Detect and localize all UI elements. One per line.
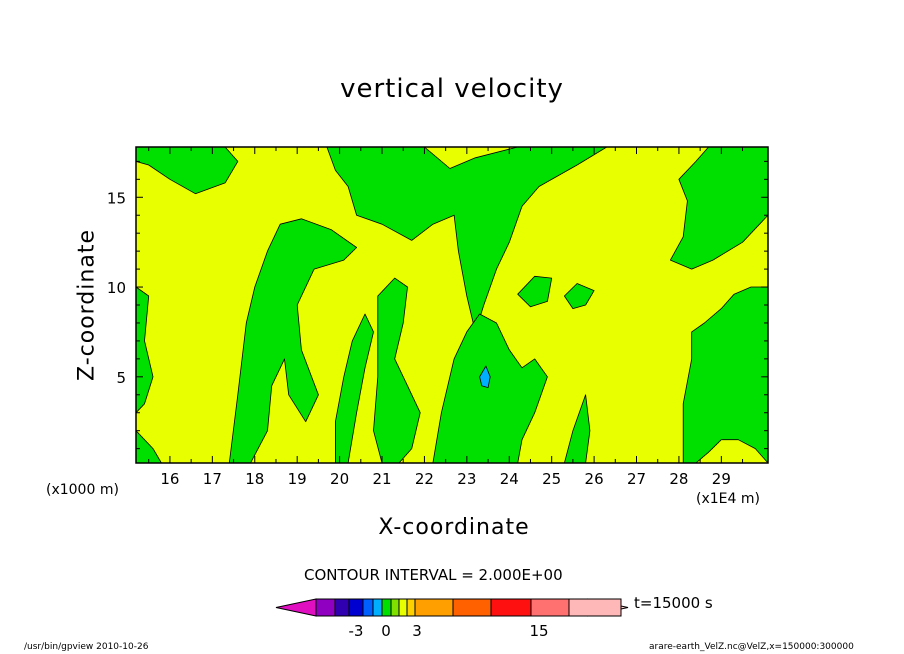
footer-left: /usr/bin/gpview 2010-10-26 [24, 642, 149, 652]
colorbar-bin-6 [390, 598, 400, 617]
contour-region-3 [136, 430, 162, 463]
x-unit-left: (x1000 m) [46, 482, 119, 498]
colorbar-bin-10 [452, 598, 492, 617]
x-tick-label: 26 [585, 470, 604, 488]
contour-region-0 [136, 147, 239, 195]
colorbar-label: 3 [412, 622, 422, 640]
x-tick-label: 28 [669, 470, 688, 488]
colorbar-bin-3 [362, 598, 374, 617]
colorbar-label: 0 [381, 622, 391, 640]
x-tick-label: 24 [500, 470, 519, 488]
y-tick-label: 10 [107, 279, 126, 297]
colorbar-bin-1 [334, 598, 350, 617]
contour-region-9 [517, 275, 553, 308]
contour-region-5 [334, 313, 374, 463]
x-tick-label: 17 [203, 470, 222, 488]
contour-interval-label: CONTOUR INTERVAL = 2.000E+00 [304, 566, 563, 584]
x-tick-label: 29 [712, 470, 731, 488]
updraft-region-0 [479, 365, 491, 389]
contour-region-8 [564, 394, 591, 463]
colorbar-label: -3 [349, 622, 364, 640]
contour-region-2 [136, 286, 154, 414]
x-tick-label: 27 [627, 470, 646, 488]
contour-region-10 [564, 283, 595, 310]
colorbar-bin-7 [398, 598, 408, 617]
y-tick-label: 15 [107, 189, 126, 207]
colorbar-bin-0 [315, 598, 336, 617]
colorbar-bin-4 [372, 598, 383, 617]
contour-region-12 [670, 147, 768, 270]
x-unit-right: (x1E4 m) [696, 491, 760, 507]
y-axis: 5 10 15 [107, 160, 768, 450]
colorbar: -3 0 3 15 [275, 598, 629, 640]
colorbar-bin-5 [381, 598, 392, 617]
x-tick-label: 20 [330, 470, 349, 488]
colorbar-label: 15 [529, 622, 548, 640]
time-label: t=15000 s [634, 594, 713, 612]
colorbar-bin-12 [530, 598, 570, 617]
x-tick-label: 16 [160, 470, 179, 488]
colorbar-bin-2 [348, 598, 364, 617]
contour-region-6 [373, 277, 421, 463]
chart-title: vertical velocity [340, 74, 564, 104]
footer-right: arare-earth_VelZ.nc@VelZ,x=150000:300000 [649, 642, 854, 652]
y-tick-label: 5 [116, 369, 126, 387]
colorbar-bin-9 [414, 598, 454, 617]
contour-region-11 [682, 286, 768, 463]
plot-area [135, 146, 769, 464]
x-tick-label: 18 [245, 470, 264, 488]
x-tick-label: 19 [288, 470, 307, 488]
x-tick-label: 25 [542, 470, 561, 488]
colorbar-bin-8 [406, 598, 416, 617]
contour-region-7 [432, 313, 548, 463]
y-axis-label: Z-coordinate [74, 229, 100, 381]
colorbar-bin-13 [568, 598, 622, 617]
colorbar-left-arrow [275, 598, 317, 617]
colorbar-bin-11 [490, 598, 532, 617]
x-axis-label: X-coordinate [378, 515, 530, 540]
x-tick-label: 23 [457, 470, 476, 488]
x-axis: 16 17 18 19 20 21 22 23 24 25 26 27 28 29 [148, 147, 744, 488]
x-tick-label: 21 [372, 470, 391, 488]
x-tick-label: 22 [415, 470, 434, 488]
contour-region-4 [228, 218, 358, 463]
contour-region-1 [326, 147, 608, 333]
